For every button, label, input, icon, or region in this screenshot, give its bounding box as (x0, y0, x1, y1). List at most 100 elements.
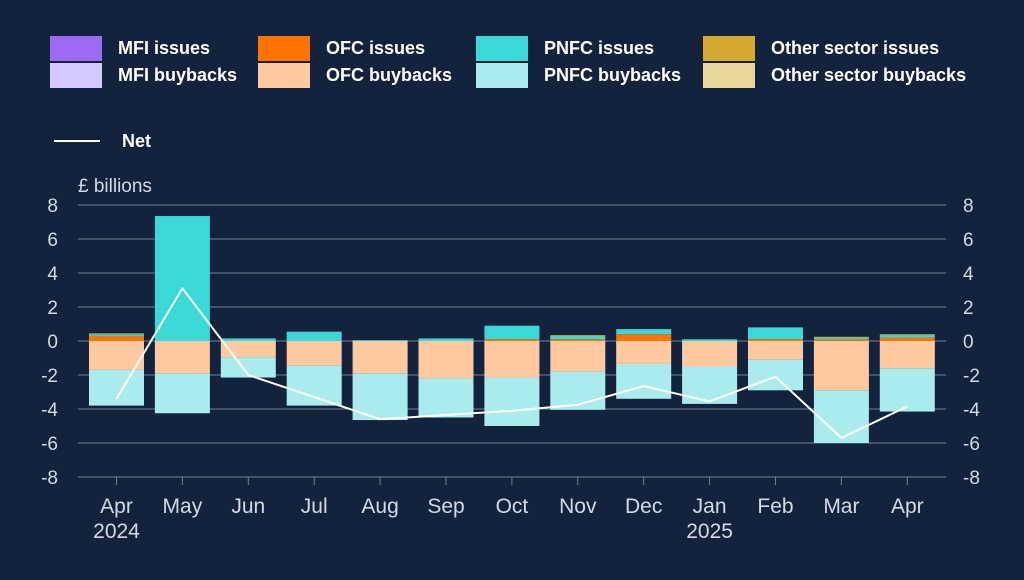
legend-label: Other sector issues (771, 37, 940, 58)
x-tick-label: Oct (496, 495, 529, 518)
y-tick-label-left: 4 (47, 264, 58, 285)
bar-segment-pnfc-buybacks (813, 390, 869, 443)
bar-segment-ofc-buybacks (286, 341, 342, 366)
x-tick-label: Mar (823, 495, 859, 518)
legend-swatch (50, 35, 102, 61)
legend-swatch (258, 62, 310, 88)
y-tick-label-right: 0 (963, 332, 974, 353)
bar-segment-pnfc-issues (879, 335, 935, 338)
legend-label: OFC issues (326, 37, 426, 58)
legend-item-ofc-buybacks: OFC buybacks (258, 62, 452, 88)
bar-segment-ofc-buybacks (616, 341, 672, 364)
legend-label: OFC buybacks (326, 64, 453, 85)
x-tick-label: Feb (757, 495, 793, 518)
bar-segment-ofc-issues (484, 339, 540, 341)
x-tick-label: Dec (625, 495, 662, 518)
bar-segment-pnfc-buybacks (286, 365, 342, 406)
bar-segment-pnfc-issues (89, 334, 144, 336)
bar-segment-pnfc-buybacks (220, 357, 276, 378)
x-year-label: 2024 (93, 520, 140, 543)
bar-segment-pnfc-buybacks (484, 377, 540, 426)
bar-segment-pnfc-buybacks (89, 369, 144, 406)
legend-swatch (50, 62, 102, 88)
bar-segment-pnfc-issues (550, 335, 606, 340)
y-tick-label-left: 6 (47, 230, 58, 251)
bar-segment-pnfc-issues (286, 331, 342, 341)
bar-segment-pnfc-issues (484, 325, 540, 340)
bar-segment-pnfc-issues (352, 340, 408, 341)
x-tick-label: Apr (891, 495, 924, 518)
bar-segment-ofc-buybacks (154, 341, 210, 374)
legend-item-other-issues: Other sector issues (703, 35, 939, 61)
legend-line (54, 140, 100, 142)
bar-segment-other-sector-issues (550, 335, 606, 336)
bar-segment-pnfc-buybacks (682, 366, 738, 404)
bar-segment-ofc-issues (616, 334, 672, 341)
y-tick-label-right: -8 (963, 468, 980, 489)
bar-segment-ofc-issues (89, 335, 144, 341)
bar-segment-ofc-buybacks (89, 341, 144, 370)
bar-segment-ofc-buybacks (879, 341, 935, 369)
x-tick-label: Sep (427, 495, 464, 518)
y-tick-label-right: 6 (963, 230, 974, 251)
y-tick-label-left: 2 (47, 298, 58, 319)
y-tick-label-left: -6 (41, 434, 58, 455)
bar-segment-pnfc-buybacks (550, 371, 606, 410)
bar-segment-ofc-buybacks (418, 341, 474, 379)
bar-segment-pnfc-issues (220, 338, 276, 341)
legend-swatch (258, 35, 310, 61)
x-tick-label: May (163, 495, 203, 518)
line-layer (115, 287, 908, 439)
tick-layer: 8 8 6 6 4 4 2 2 0 0 -2 -2 -4 -4 -6 -6 -8 -8 Apr May Jun Jul Au… (41, 196, 980, 543)
legend-swatch (703, 62, 755, 88)
bar-segment-ofc-issues (879, 337, 935, 341)
legend-item-pnfc-buybacks: PNFC buybacks (476, 62, 681, 88)
bar-segment-pnfc-issues (616, 329, 672, 335)
chart-legend: MFI issues MFI buybacks OFC issues OFC b… (0, 0, 1024, 170)
bar-segment-ofc-issues (813, 339, 869, 341)
legend-swatch (476, 35, 528, 61)
y-tick-label-right: 4 (963, 264, 974, 285)
bar-segment-other-sector-issues (879, 334, 935, 336)
bar-segment-ofc-buybacks (484, 341, 540, 378)
y-tick-label-left: 8 (47, 196, 58, 217)
legend-item-mfi-issues: MFI issues (50, 35, 210, 61)
bar-segment-ofc-issues (550, 339, 606, 341)
legend-label: PNFC buybacks (544, 64, 682, 85)
x-year-label: 2025 (686, 520, 733, 543)
bar-segment-pnfc-issues (418, 338, 474, 341)
legend-label: Other sector buybacks (771, 64, 967, 85)
bar-segment-pnfc-buybacks (748, 359, 803, 391)
y-tick-label-right: -4 (963, 400, 980, 421)
y-tick-label-right: 8 (963, 196, 974, 217)
legend-item-other-buybacks: Other sector buybacks (703, 62, 966, 88)
y-tick-label-right: -6 (963, 434, 980, 455)
legend-label: MFI issues (118, 37, 211, 58)
bar-segment-pnfc-buybacks (879, 368, 935, 412)
bar-segment-ofc-buybacks (550, 341, 606, 372)
legend-item-net: Net (50, 128, 151, 154)
net-line (115, 287, 908, 439)
x-tick-label: Apr (100, 495, 133, 518)
bar-segment-ofc-buybacks (682, 341, 738, 367)
legend-item-pnfc-issues: PNFC issues (476, 35, 654, 61)
y-tick-label-left: 0 (47, 332, 58, 353)
x-tick-label: Jun (231, 495, 265, 518)
legend-swatch (476, 62, 528, 88)
x-tick-label: Nov (559, 495, 597, 518)
bar-segment-pnfc-issues (682, 339, 738, 341)
bar-segment-ofc-buybacks (748, 341, 803, 360)
bar-layer (89, 216, 935, 443)
bar-segment-other-sector-issues (89, 333, 144, 335)
bar-segment-pnfc-buybacks (616, 363, 672, 399)
legend-label: PNFC issues (544, 37, 655, 58)
legend-label: Net (122, 130, 152, 151)
legend-swatch (703, 35, 755, 61)
bar-segment-pnfc-buybacks (154, 373, 210, 414)
bar-segment-pnfc-issues (748, 327, 803, 340)
y-tick-label-left: -2 (41, 366, 58, 387)
y-tick-label-left: -4 (41, 400, 58, 421)
legend-item-ofc-issues: OFC issues (258, 35, 425, 61)
bar-segment-ofc-issues (748, 339, 803, 341)
legend-label: MFI buybacks (118, 64, 238, 85)
